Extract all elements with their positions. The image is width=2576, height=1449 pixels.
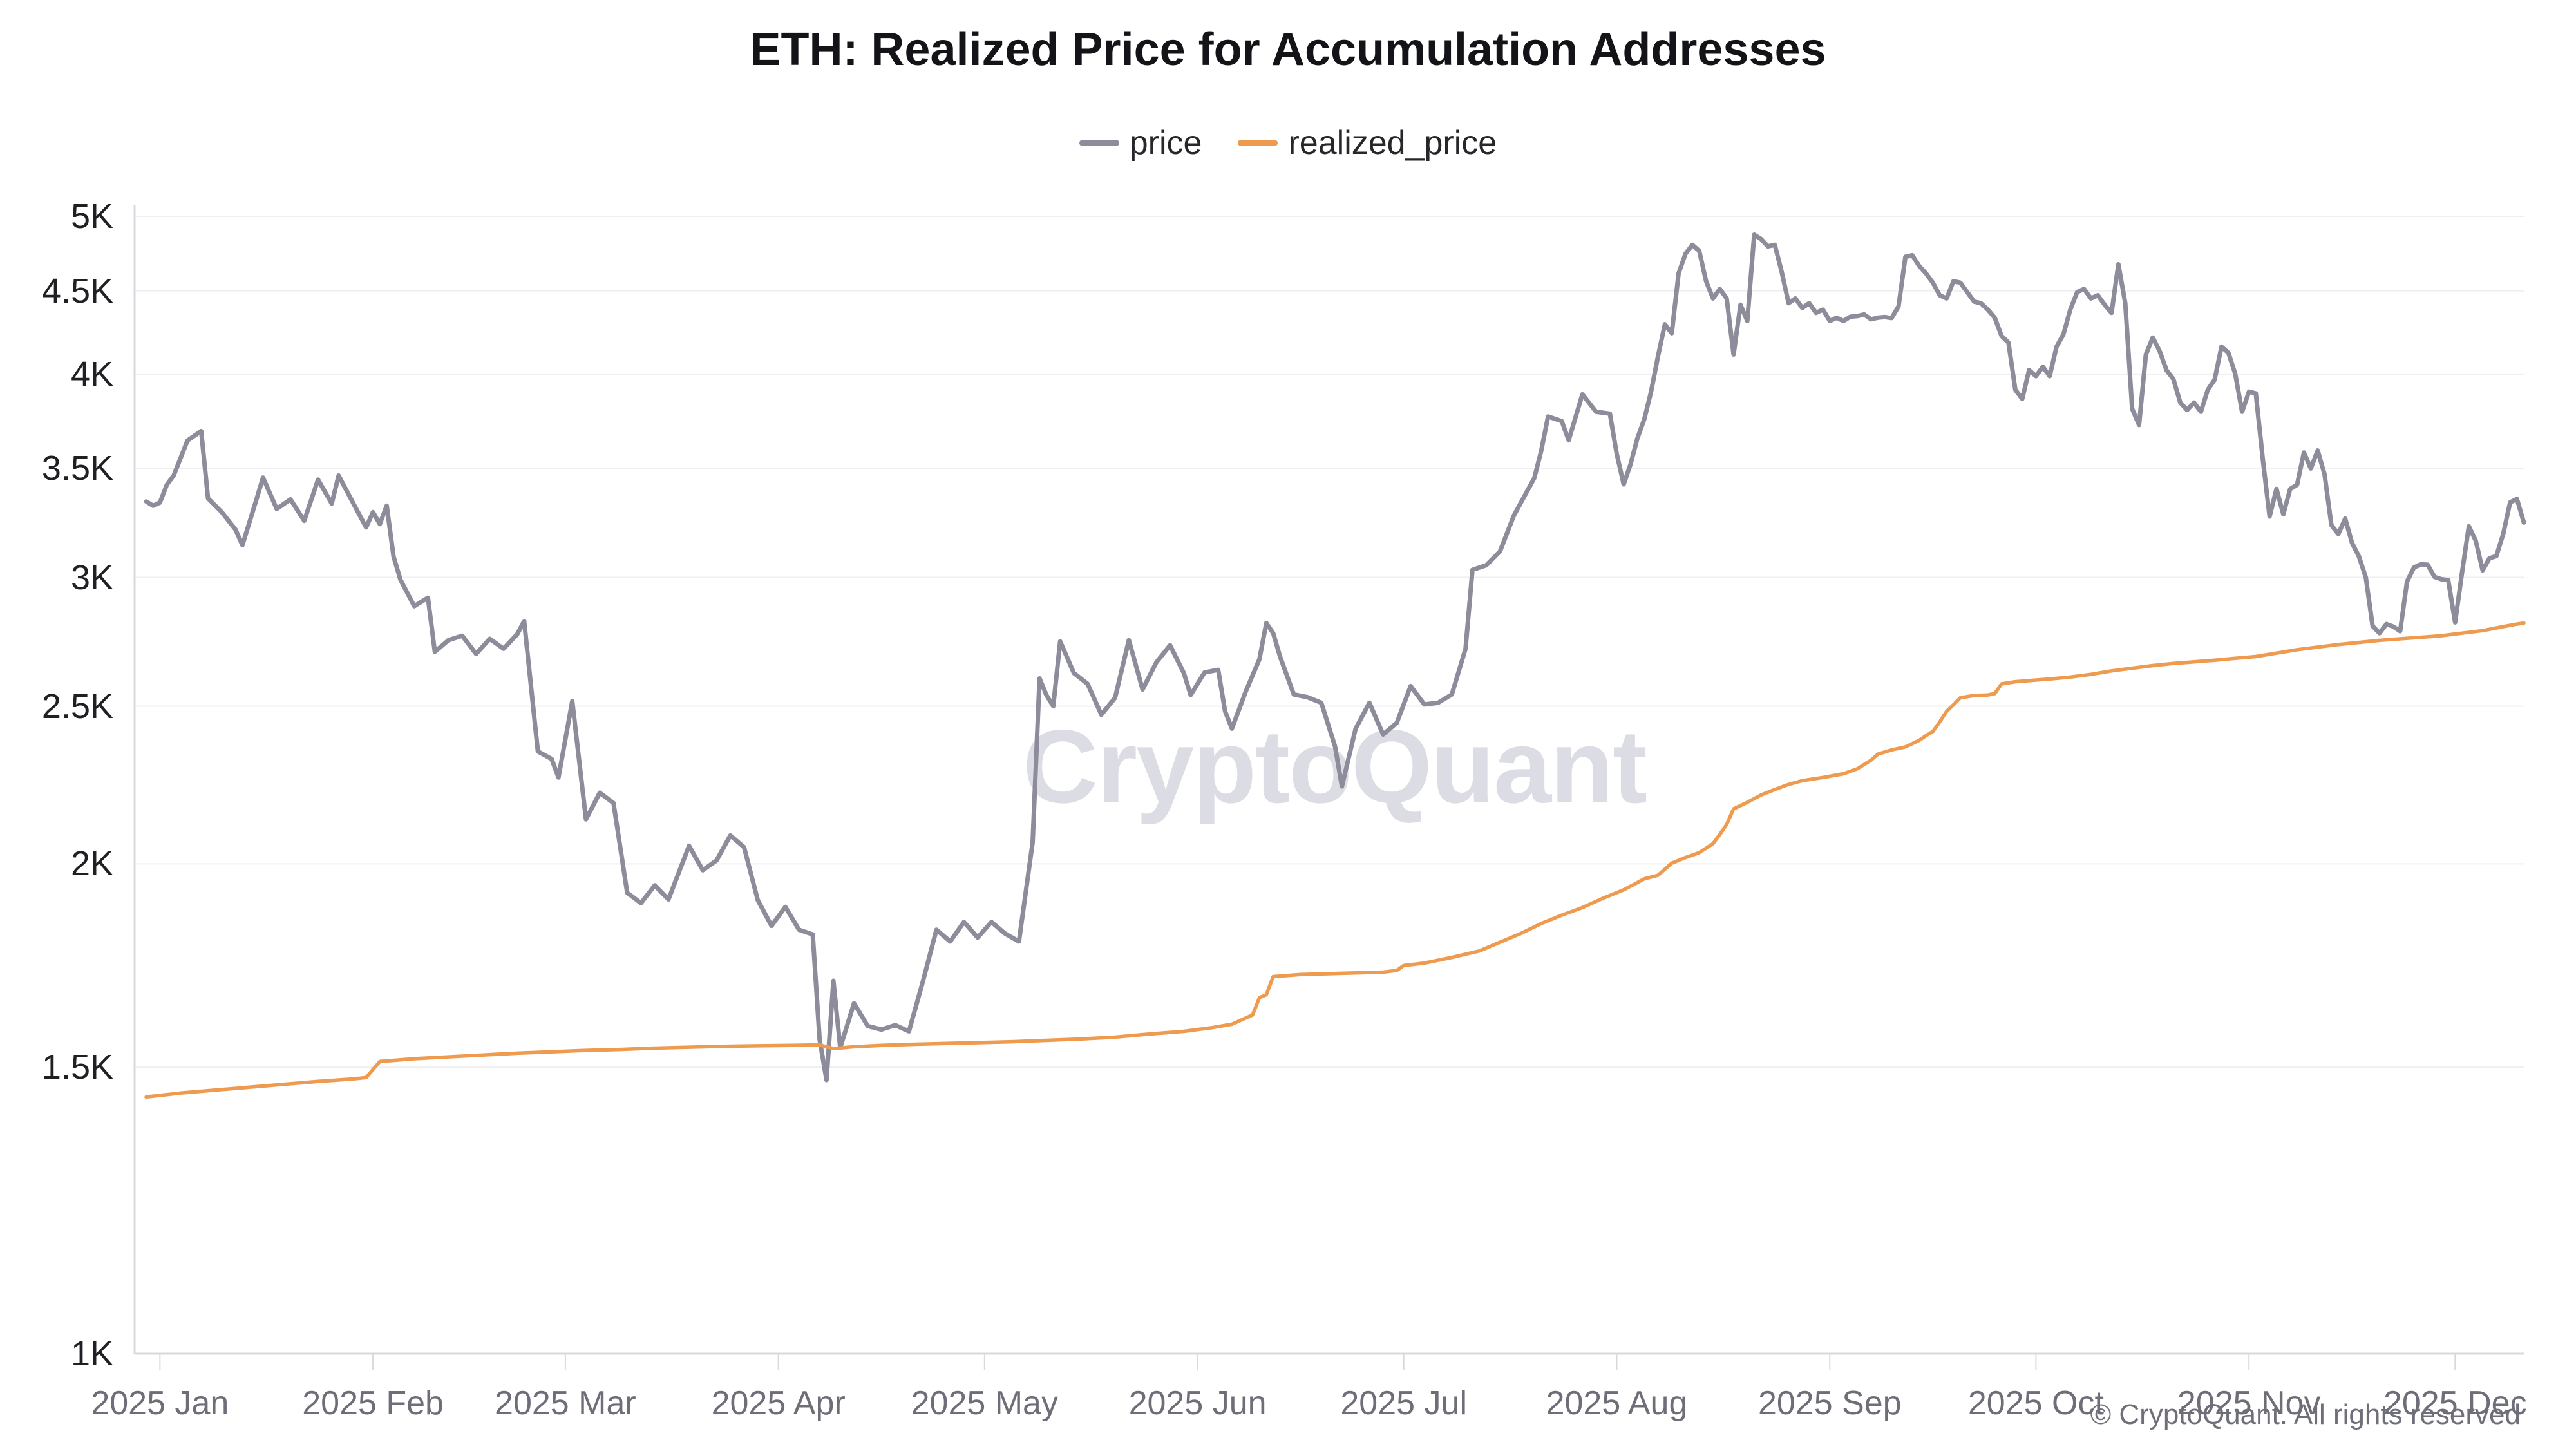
x-axis-label-2025-jul: 2025 Jul bbox=[1340, 1385, 1467, 1422]
series-line-price[interactable] bbox=[144, 232, 2526, 1083]
x-axis-label-2025-dec: 2025 Dec bbox=[2383, 1385, 2527, 1422]
x-axis-label-2025-jan: 2025 Jan bbox=[91, 1385, 229, 1422]
chart-title: ETH: Realized Price for Accumulation Add… bbox=[750, 24, 1826, 75]
x-axis-label-2025-apr: 2025 Apr bbox=[711, 1385, 846, 1422]
y-axis-label-1.5K: 1.5K bbox=[41, 1048, 113, 1087]
x-axis-label-2025-sep: 2025 Sep bbox=[1757, 1385, 1902, 1422]
y-axis-label-4K: 4K bbox=[70, 354, 113, 393]
x-axis-label-2025-jun: 2025 Jun bbox=[1128, 1385, 1267, 1422]
legend-swatch-price-icon bbox=[1079, 140, 1119, 146]
legend-label-price: price bbox=[1129, 124, 1202, 162]
y-axis-label-4.5K: 4.5K bbox=[41, 271, 113, 310]
legend-label-realized-price: realized_price bbox=[1288, 124, 1497, 162]
legend-item-price[interactable]: price bbox=[1079, 124, 1202, 162]
x-axis-label-2025-nov: 2025 Nov bbox=[2177, 1385, 2321, 1422]
x-axis-label-2025-aug: 2025 Aug bbox=[1546, 1385, 1688, 1422]
x-axis-label-2025-may: 2025 May bbox=[911, 1385, 1058, 1422]
series-line-realized_price[interactable] bbox=[144, 621, 2526, 1099]
x-axis-label-2025-mar: 2025 Mar bbox=[495, 1385, 636, 1422]
legend: price realized_price bbox=[0, 124, 2576, 162]
y-axis-label-3.5K: 3.5K bbox=[41, 449, 113, 488]
y-axis-label-3K: 3K bbox=[70, 558, 113, 597]
y-axis-label-2.5K: 2.5K bbox=[41, 687, 113, 726]
y-axis-label-5K: 5K bbox=[70, 197, 113, 236]
legend-item-realized-price[interactable]: realized_price bbox=[1238, 124, 1497, 162]
legend-swatch-realized-price-icon bbox=[1238, 140, 1278, 146]
y-axis-label-2K: 2K bbox=[70, 844, 113, 884]
x-axis-label-2025-oct: 2025 Oct bbox=[1967, 1385, 2104, 1422]
y-axis-label-1K: 1K bbox=[70, 1334, 113, 1373]
x-axis-label-2025-feb: 2025 Feb bbox=[302, 1385, 444, 1422]
copyright-note: © CryptoQuant. All rights reserved bbox=[2090, 1399, 2521, 1430]
